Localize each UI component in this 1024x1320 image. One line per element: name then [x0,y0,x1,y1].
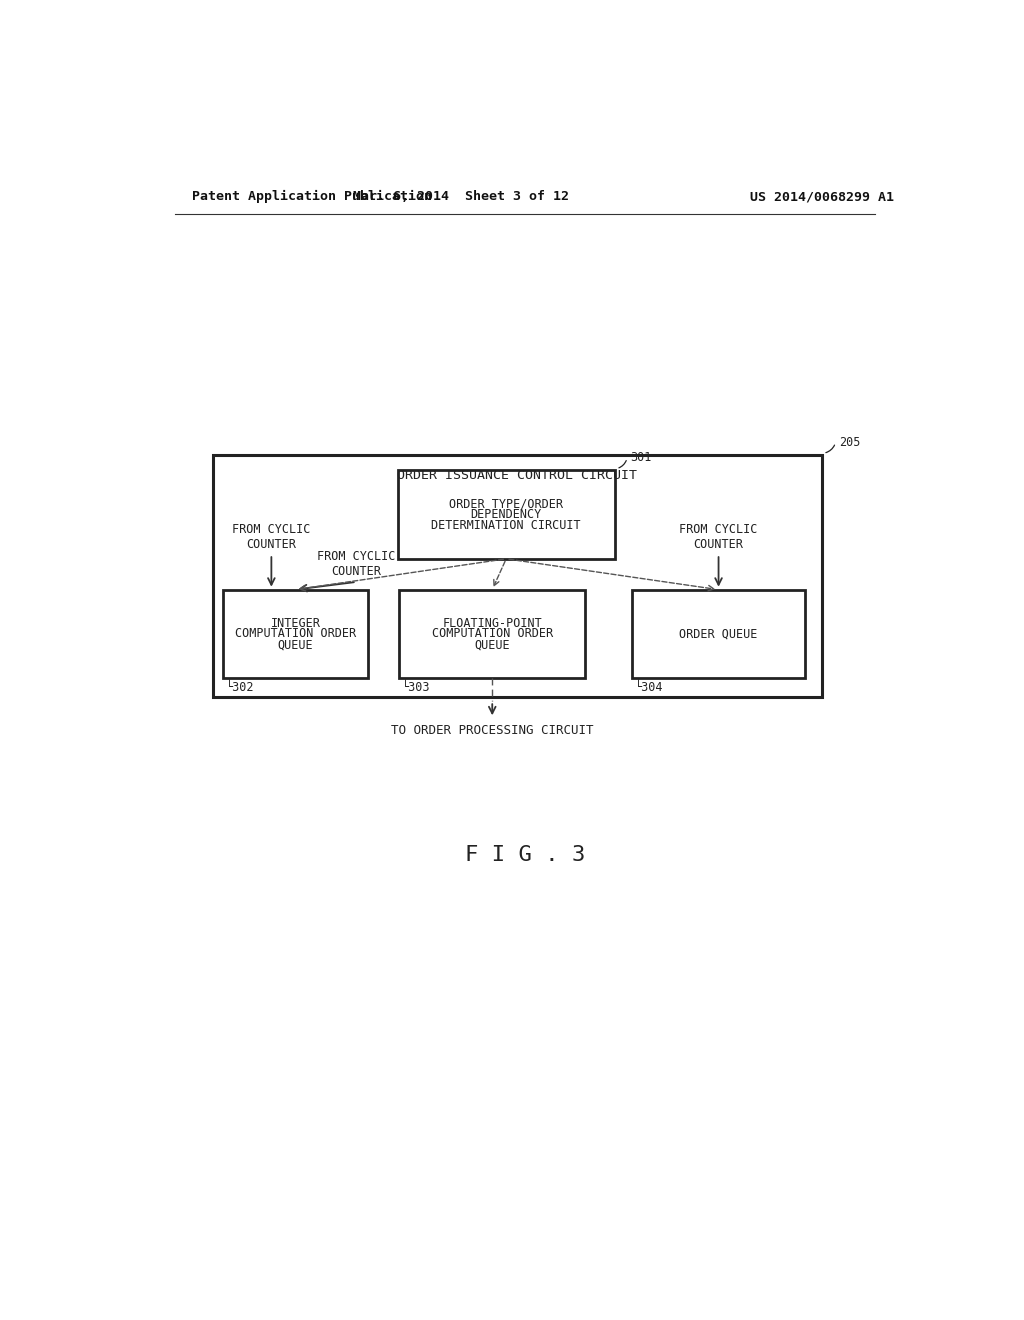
Text: QUEUE: QUEUE [474,638,510,651]
FancyBboxPatch shape [632,590,805,678]
Text: INTEGER: INTEGER [270,616,321,630]
Text: ORDER TYPE/ORDER: ORDER TYPE/ORDER [450,498,563,511]
Text: 205: 205 [839,436,860,449]
Text: ORDER ISSUANCE CONTROL CIRCUIT: ORDER ISSUANCE CONTROL CIRCUIT [397,469,637,482]
Text: FROM CYCLIC
COUNTER: FROM CYCLIC COUNTER [232,523,310,552]
Text: TO ORDER PROCESSING CIRCUIT: TO ORDER PROCESSING CIRCUIT [391,725,594,738]
FancyBboxPatch shape [213,455,821,697]
Text: DEPENDENCY: DEPENDENCY [471,508,542,521]
Text: FLOATING-POINT: FLOATING-POINT [442,616,542,630]
Text: 301: 301 [630,451,651,465]
Text: DETERMINATION CIRCUIT: DETERMINATION CIRCUIT [431,519,581,532]
Text: └302: └302 [225,681,254,694]
Text: US 2014/0068299 A1: US 2014/0068299 A1 [750,190,894,203]
FancyBboxPatch shape [222,590,369,678]
Text: FROM CYCLIC
COUNTER: FROM CYCLIC COUNTER [679,523,758,552]
Text: COMPUTATION ORDER: COMPUTATION ORDER [234,627,356,640]
Text: Patent Application Publication: Patent Application Publication [191,190,431,203]
FancyBboxPatch shape [399,590,586,678]
Text: F I G . 3: F I G . 3 [465,845,585,865]
Text: ORDER QUEUE: ORDER QUEUE [679,627,758,640]
Text: COMPUTATION ORDER: COMPUTATION ORDER [432,627,553,640]
Text: Mar. 6, 2014  Sheet 3 of 12: Mar. 6, 2014 Sheet 3 of 12 [353,190,569,203]
Text: └303: └303 [402,681,431,694]
Text: QUEUE: QUEUE [278,638,313,651]
Text: FROM CYCLIC
COUNTER: FROM CYCLIC COUNTER [317,550,396,578]
FancyBboxPatch shape [397,470,614,558]
Text: └304: └304 [635,681,664,694]
